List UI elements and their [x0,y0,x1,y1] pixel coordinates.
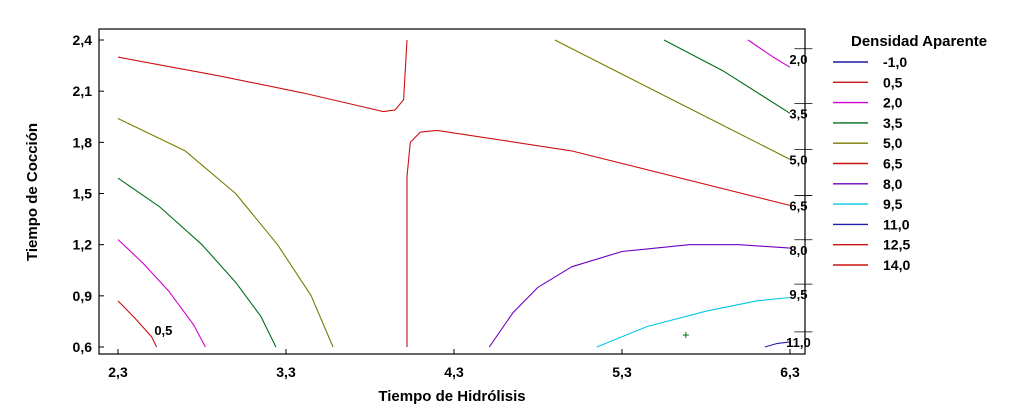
x-tick-label: 4,3 [444,364,464,380]
y-tick-label: 1,5 [73,186,93,202]
contour-lines [117,39,791,348]
contour-label: 6,5 [789,198,807,213]
contour-line-8-0 [488,244,791,348]
contour-label: 11,0 [786,335,811,350]
x-axis-title: Tiempo de Hidrólisis [378,388,525,405]
x-tick-label: 3,3 [276,364,296,380]
plot-frame [98,28,806,355]
contour-line-9-5 [596,296,791,348]
contour-label: 0,5 [154,323,172,338]
contour-line-6-5 [117,39,408,113]
legend-items: -1,0 0,5 2,0 3,5 5,0 6,5 8,0 9,5 11,0 12,5 14,0 [833,54,910,273]
legend-label: 0,5 [883,74,903,90]
contour-label: 8,0 [789,243,807,258]
legend-label: 2,0 [883,95,903,111]
x-tick-label: 6,3 [780,364,800,380]
y-tick-label: 2,4 [73,32,93,48]
y-axis-title: Tiempo de Cocción [24,123,41,261]
marker-layer [682,332,689,339]
contour-line-2-0 [747,39,791,68]
contour-labels: 0,5 2,0 3,5 5,0 6,5 8,0 9,5 11,0 [154,48,813,350]
legend-label: 9,5 [883,196,903,212]
legend-label: 3,5 [883,115,903,131]
x-tick-label: 5,3 [612,364,632,380]
legend-title: Densidad Aparente [851,33,987,50]
contour-line-3-5 [663,39,791,114]
contour-label: 2,0 [789,52,807,67]
legend-label: 5,0 [883,135,903,151]
contour-line-11-0 [764,341,791,348]
y-axis-ticks: 2,4 2,1 1,8 1,5 1,2 0,9 0,6 [73,32,104,355]
legend-label: 11,0 [883,216,910,232]
contour-label: 9,5 [789,287,807,302]
contour-line-5-0 [554,39,791,160]
y-tick-label: 0,6 [73,339,93,355]
contour-line-2-0 [117,239,206,348]
x-tick-label: 2,3 [108,364,128,380]
contour-label: 5,0 [789,152,807,167]
contour-label: 3,5 [789,106,807,121]
y-tick-label: 0,9 [73,288,93,304]
y-tick-label: 1,8 [73,134,93,150]
contour-line-5-0 [117,118,334,348]
contour-line-6-5 [406,129,791,347]
contour-line-0-5 [117,300,158,348]
legend-label: 6,5 [883,156,903,172]
plot-area: 0,5 2,0 3,5 5,0 6,5 8,0 9,5 11,0 [98,28,813,355]
legend: Densidad Aparente -1,0 0,5 2,0 3,5 5,0 6,5 8,0… [833,33,987,273]
y-tick-label: 1,2 [73,237,93,253]
legend-label: -1,0 [883,54,907,70]
y-tick-label: 2,1 [73,83,93,99]
x-axis-ticks: 2,3 3,3 4,3 5,3 6,3 [108,349,800,380]
contour-line-3-5 [117,177,277,348]
legend-label: 14,0 [883,257,910,273]
legend-label: 12,5 [883,237,910,253]
legend-label: 8,0 [883,176,903,192]
